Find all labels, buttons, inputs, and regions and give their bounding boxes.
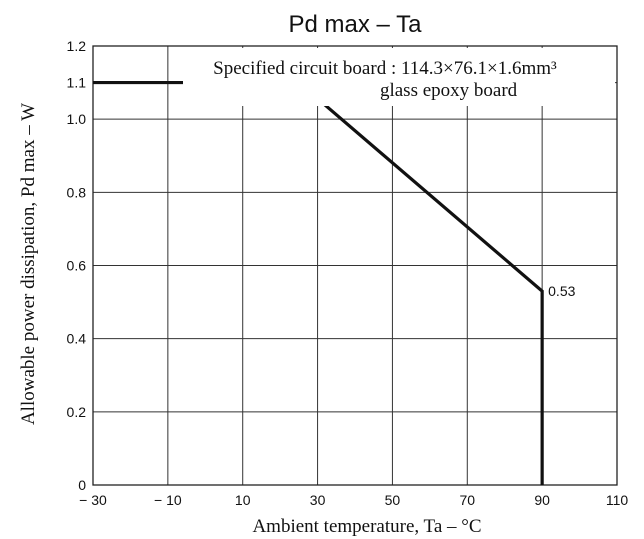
annotation-053: 0.53 xyxy=(548,283,575,299)
annotation-background xyxy=(183,48,615,106)
x-tick-label: 110 xyxy=(606,492,629,508)
y-tick-label: 1.2 xyxy=(67,38,87,54)
x-tick-label: 50 xyxy=(385,492,401,508)
y-tick-label: 0.8 xyxy=(67,184,87,200)
y-axis-label: Allowable power dissipation, Pd max – W xyxy=(18,103,39,425)
x-tick-label: 90 xyxy=(534,492,550,508)
x-axis-label: Ambient temperature, Ta – °C xyxy=(252,516,481,537)
y-tick-label: 0.6 xyxy=(67,258,87,274)
x-axis-tick-labels: − 30 − 10 10 30 50 70 90 110 xyxy=(79,492,628,508)
x-tick-label: − 10 xyxy=(154,492,182,508)
y-tick-label: 0.2 xyxy=(67,404,87,420)
x-tick-label: − 30 xyxy=(79,492,107,508)
y-tick-label: 0 xyxy=(78,477,86,493)
y-tick-label: 1.0 xyxy=(67,111,87,127)
y-axis-tick-labels: 0 0.2 0.4 0.6 0.8 1.0 1.1 1.2 xyxy=(67,38,87,493)
grid-lines xyxy=(93,46,617,485)
y-tick-label: 1.1 xyxy=(67,75,87,91)
chart-title: Pd max – Ta xyxy=(289,11,423,38)
y-tick-label: 0.4 xyxy=(67,331,87,347)
x-tick-label: 30 xyxy=(310,492,326,508)
x-tick-label: 10 xyxy=(235,492,251,508)
plot-frame xyxy=(92,45,618,486)
annotation-circuit-board: Specified circuit board : 114.3×76.1×1.6… xyxy=(213,58,557,79)
annotation-glass-epoxy: glass epoxy board xyxy=(380,80,518,101)
x-tick-label: 70 xyxy=(459,492,475,508)
